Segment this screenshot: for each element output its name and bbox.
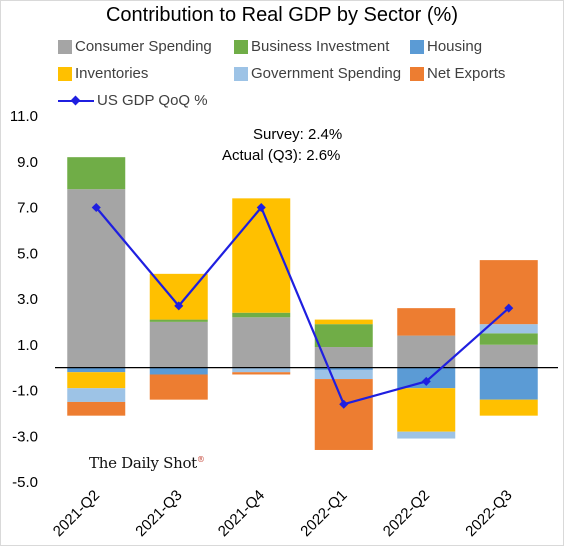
legend-swatch-government: [234, 66, 248, 81]
legend-label-business: Business Investment: [251, 38, 390, 55]
bar-segment-inventories: [479, 399, 538, 416]
bar-segment-net-exports: [67, 401, 126, 416]
legend-item-consumer-spending: Consumer Spending: [58, 38, 212, 55]
bar-segment-net-exports: [149, 374, 208, 400]
x-tick-label: 2021-Q3: [132, 487, 185, 540]
x-tick-label: 2022-Q2: [380, 487, 433, 540]
bar-segment-housing: [149, 367, 208, 375]
legend-swatch-inventories: [58, 66, 72, 81]
y-tick-label: 3.0: [17, 291, 38, 308]
gdp-point: [174, 301, 184, 311]
bar-segment-consumer-spending: [479, 344, 538, 368]
gdp-line: [95, 205, 510, 406]
legend-label-inventories: Inventories: [75, 65, 149, 82]
y-tick-label: -3.0: [12, 428, 38, 445]
bar-segment-government-spending: [232, 367, 291, 373]
annotation-survey-value: 2.4%: [308, 126, 343, 143]
legend-label-government: Government Spending: [251, 65, 402, 82]
legend-item-inventories: Inventories: [58, 65, 148, 82]
bar-segment-business-investment: [149, 319, 208, 322]
chart-title: Contribution to Real GDP by Sector (%): [105, 4, 458, 26]
y-tick-label: 1.0: [17, 337, 38, 354]
bar-segment-government-spending: [397, 431, 456, 439]
annotation-actual-value: 2.6%: [306, 147, 341, 164]
bar-segment-housing: [314, 367, 373, 370]
bar-segment-business-investment: [67, 157, 126, 190]
bar-segment-business-investment: [479, 333, 538, 345]
annotation-actual-label: Actual (Q3):: [222, 147, 303, 164]
legend-label-gdp-line: US GDP QoQ %: [97, 92, 208, 109]
y-tick-label: 9.0: [17, 154, 38, 171]
annotation-survey: Survey: 2.4%: [253, 126, 342, 143]
bar-segment-government-spending: [314, 369, 373, 380]
bar-segment-net-exports: [232, 372, 291, 375]
legend-swatch-consumer: [58, 39, 72, 54]
bar-segment-government-spending: [67, 388, 126, 402]
bar-segment-consumer-spending: [232, 317, 291, 368]
y-tick-label: 11.0: [10, 108, 38, 125]
bar-segment-consumer-spending: [314, 347, 373, 368]
x-tick-label: 2022-Q1: [297, 487, 350, 540]
bar-segment-government-spending: [479, 324, 538, 334]
bar-segment-net-exports: [314, 379, 373, 450]
bar-segment-business-investment: [314, 324, 373, 348]
bar-segment-consumer-spending: [149, 321, 208, 368]
y-tick-label: -5.0: [12, 474, 38, 491]
source-logo: The Daily Shot®: [89, 454, 205, 472]
legend-swatch-business: [234, 39, 248, 54]
bar-segment-inventories: [67, 372, 126, 389]
annotation-survey-label: Survey:: [253, 126, 304, 143]
bar-segment-business-investment: [232, 312, 291, 318]
legend-item-business-investment: Business Investment: [234, 38, 389, 55]
legend-label-net-exports: Net Exports: [427, 65, 506, 82]
legend-swatch-gdp-line: [58, 94, 94, 108]
bar-segment-inventories: [397, 388, 456, 432]
annotation-actual: Actual (Q3): 2.6%: [222, 147, 340, 164]
legend-swatch-housing: [410, 39, 424, 54]
legend-item-government-spending: Government Spending: [234, 65, 401, 82]
legend-swatch-net-exports: [410, 66, 424, 81]
y-tick-label: 7.0: [17, 200, 38, 217]
legend-label-housing: Housing: [427, 38, 483, 55]
bar-segment-consumer-spending: [397, 335, 456, 368]
legend-item-gdp-line: US GDP QoQ %: [58, 92, 208, 109]
x-tick-label: 2021-Q2: [50, 487, 103, 540]
y-tick-label: 5.0: [17, 245, 38, 262]
bar-segment-housing: [479, 367, 538, 400]
bar-segment-inventories: [314, 319, 373, 325]
x-tick-label: 2022-Q3: [462, 487, 515, 540]
legend-item-housing: Housing: [410, 38, 482, 55]
y-tick-label: -1.0: [12, 383, 38, 400]
bar-segment-housing: [67, 367, 126, 373]
x-tick-label: 2021-Q4: [215, 487, 268, 540]
legend-label-consumer: Consumer Spending: [75, 38, 212, 55]
bar-segment-net-exports: [397, 308, 456, 336]
gdp-point: [91, 202, 101, 213]
legend-item-net-exports: Net Exports: [410, 65, 505, 82]
bar-segment-consumer-spending: [67, 189, 126, 368]
bar-segment-net-exports: [479, 260, 538, 325]
